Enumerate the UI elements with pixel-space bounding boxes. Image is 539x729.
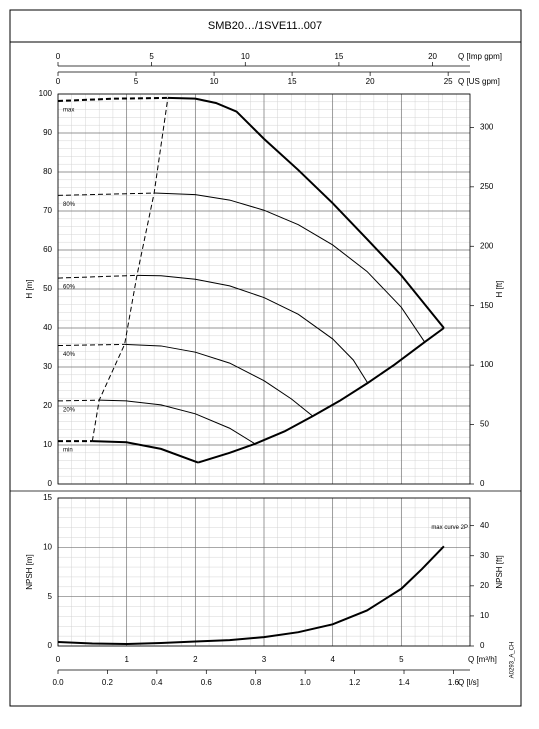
- y-tick-label: 10: [43, 542, 52, 551]
- y-tick-label: 90: [43, 128, 52, 137]
- y-tick-label: 30: [43, 362, 52, 371]
- outer-frame: [9, 9, 522, 707]
- y-axis-label: H [m]: [25, 279, 34, 298]
- curve: [99, 399, 256, 445]
- y2-tick-label: 200: [480, 241, 494, 250]
- x-axis-label: Q [m³/h]: [468, 655, 497, 664]
- x-tick-label: 5: [134, 77, 139, 86]
- annotation: A0293_A_CH: [510, 642, 516, 679]
- curve: [197, 327, 445, 464]
- curve: [167, 96, 445, 329]
- x-tick-label: 1.2: [349, 678, 361, 687]
- x-tick-label: 0: [56, 52, 61, 61]
- dashed-curve: [57, 192, 155, 196]
- y2-tick-label: 0: [480, 641, 485, 650]
- x-tick-label: 1.0: [300, 678, 312, 687]
- x-tick-label: 0.6: [201, 678, 213, 687]
- x-tick-label: 5: [149, 52, 154, 61]
- y2-tick-label: 100: [480, 360, 494, 369]
- x-axis-label: Q [l/s]: [458, 678, 479, 687]
- series-label: 80%: [63, 202, 76, 208]
- series-label: 60%: [63, 285, 76, 291]
- x-tick-label: 10: [241, 52, 250, 61]
- x-tick-label: 10: [210, 77, 219, 86]
- y-tick-label: 40: [43, 323, 52, 332]
- plot-frame: [57, 93, 471, 485]
- x-tick-label: 3: [262, 655, 267, 664]
- curve: [92, 440, 199, 464]
- plot-frame: [57, 497, 471, 647]
- x-axis-label: Q [Imp gpm]: [458, 52, 502, 61]
- x-tick-label: 20: [428, 52, 437, 61]
- x-axis-label: Q [US gpm]: [458, 77, 500, 86]
- y2-tick-label: 150: [480, 301, 494, 310]
- series-label: 20%: [63, 408, 76, 414]
- x-tick-label: 0.2: [102, 678, 114, 687]
- dashed-curve: [91, 97, 169, 442]
- series-label: max curve 2P: [431, 525, 468, 531]
- chart-title: SMB20…/1SVE11..007: [208, 20, 322, 32]
- x-tick-label: 2: [193, 655, 198, 664]
- y-tick-label: 0: [48, 641, 53, 650]
- y-tick-label: 5: [48, 592, 53, 601]
- y-tick-label: 0: [48, 479, 53, 488]
- y2-tick-label: 30: [480, 551, 489, 560]
- y2-tick-label: 300: [480, 123, 494, 132]
- x-tick-label: 1: [124, 655, 129, 664]
- x-tick-label: 0.4: [151, 678, 163, 687]
- y2-tick-label: 20: [480, 581, 489, 590]
- y2-axis-label: H [ft]: [495, 281, 504, 298]
- x-tick-label: 1.6: [448, 678, 460, 687]
- y-tick-label: 80: [43, 167, 52, 176]
- y2-tick-label: 10: [480, 611, 489, 620]
- dashed-curve: [57, 399, 100, 402]
- y-axis-label: NPSH [m]: [25, 554, 34, 590]
- x-tick-label: 25: [444, 77, 453, 86]
- y2-axis-label: NPSH [ft]: [495, 555, 504, 588]
- x-tick-label: 0: [56, 655, 61, 664]
- x-tick-label: 15: [334, 52, 343, 61]
- curve: [154, 192, 426, 343]
- curve: [124, 343, 314, 417]
- x-tick-label: 4: [330, 655, 335, 664]
- y-tick-label: 70: [43, 206, 52, 215]
- x-tick-label: 0.0: [52, 678, 64, 687]
- x-tick-label: 20: [366, 77, 375, 86]
- y-tick-label: 60: [43, 245, 52, 254]
- y2-tick-label: 250: [480, 182, 494, 191]
- y2-tick-label: 40: [480, 521, 489, 530]
- x-tick-label: 0: [56, 77, 61, 86]
- y2-tick-label: 0: [480, 479, 485, 488]
- series-label: min: [63, 448, 73, 454]
- dashed-curve: [57, 343, 125, 347]
- dashed-curve: [57, 274, 137, 279]
- y-tick-label: 15: [43, 493, 52, 502]
- x-tick-label: 0.8: [250, 678, 262, 687]
- y2-tick-label: 50: [480, 420, 489, 429]
- dashed-curve: [57, 96, 168, 103]
- series-label: max: [63, 108, 74, 114]
- x-tick-label: 1.4: [398, 678, 410, 687]
- y-tick-label: 100: [39, 89, 53, 98]
- y-tick-label: 50: [43, 284, 52, 293]
- x-tick-label: 15: [288, 77, 297, 86]
- y-tick-label: 20: [43, 401, 52, 410]
- x-tick-label: 5: [399, 655, 404, 664]
- y-tick-label: 10: [43, 440, 52, 449]
- series-label: 40%: [63, 352, 76, 358]
- curve: [57, 545, 445, 646]
- curve: [136, 274, 369, 384]
